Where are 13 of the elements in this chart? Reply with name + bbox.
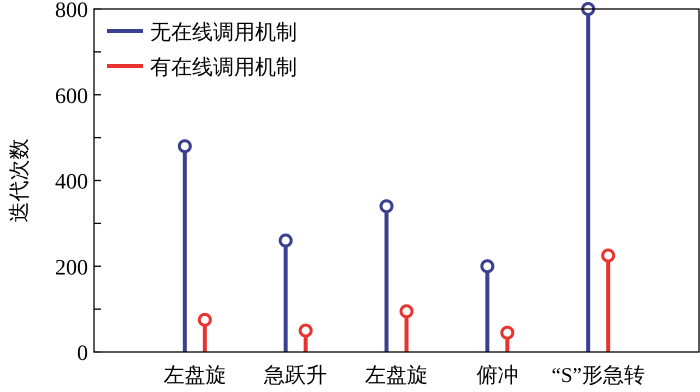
- y-tick-label: 400: [55, 168, 88, 194]
- x-tick-label: 左盘旋: [163, 363, 226, 387]
- y-tick-label: 200: [55, 254, 88, 280]
- y-tick-label: 600: [55, 82, 88, 108]
- y-axis-title: 迭代次数: [7, 138, 31, 222]
- legend-label: 无在线调用机制: [150, 20, 297, 44]
- x-tick-label: 左盘旋: [365, 363, 428, 387]
- y-tick-label: 0: [77, 340, 88, 365]
- x-tick-label: “S”形急转: [552, 363, 645, 387]
- legend-label: 有在线调用机制: [150, 55, 297, 79]
- x-tick-label: 急跃升: [263, 363, 328, 387]
- y-tick-label: 800: [55, 0, 88, 22]
- x-tick-label: 俯冲: [476, 363, 518, 387]
